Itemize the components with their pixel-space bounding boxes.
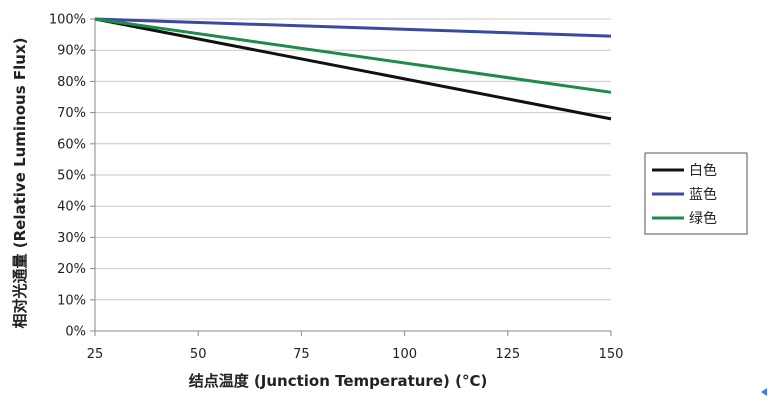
x-tick-labels: 25 50 75 100 125 150 xyxy=(87,347,624,362)
x-axis-title: 结点温度 (Junction Temperature) (°C) xyxy=(189,372,488,390)
series-line xyxy=(94,17,612,38)
y-tick-label: 40% xyxy=(57,200,86,215)
legend-label: 绿色 xyxy=(689,210,717,227)
y-tick-label: 50% xyxy=(57,169,86,184)
gridlines xyxy=(95,18,611,301)
y-tick-label: 100% xyxy=(49,13,86,28)
x-tick-label: 75 xyxy=(293,347,310,362)
back-arrow-icon[interactable] xyxy=(761,388,767,396)
legend-label: 白色 xyxy=(689,162,717,179)
y-tick-label: 60% xyxy=(57,137,86,152)
x-tick-label: 25 xyxy=(87,347,104,362)
x-tick-label: 150 xyxy=(599,347,624,362)
y-tick-label: 80% xyxy=(57,75,86,90)
y-tick-label: 30% xyxy=(57,231,86,246)
y-tick-label: 10% xyxy=(57,293,86,308)
series-line xyxy=(94,17,612,94)
legend-label: 蓝色 xyxy=(689,186,717,203)
y-tick-label: 70% xyxy=(57,106,86,121)
series-line xyxy=(94,17,612,121)
y-tick-label: 20% xyxy=(57,262,86,277)
axes xyxy=(90,18,612,336)
x-tick-label: 50 xyxy=(190,347,207,362)
y-tick-label: 0% xyxy=(65,325,86,340)
x-tick-label: 100 xyxy=(392,347,417,362)
y-tick-labels: 0% 10% 20% 30% 40% 50% 60% 70% 80% 90% 100% xyxy=(49,13,86,340)
y-tick-label: 90% xyxy=(57,44,86,59)
x-tick-label: 125 xyxy=(495,347,520,362)
y-axis-title: 相对光通量 (Relative Luminous Flux) xyxy=(11,38,29,329)
series-lines xyxy=(94,17,612,121)
